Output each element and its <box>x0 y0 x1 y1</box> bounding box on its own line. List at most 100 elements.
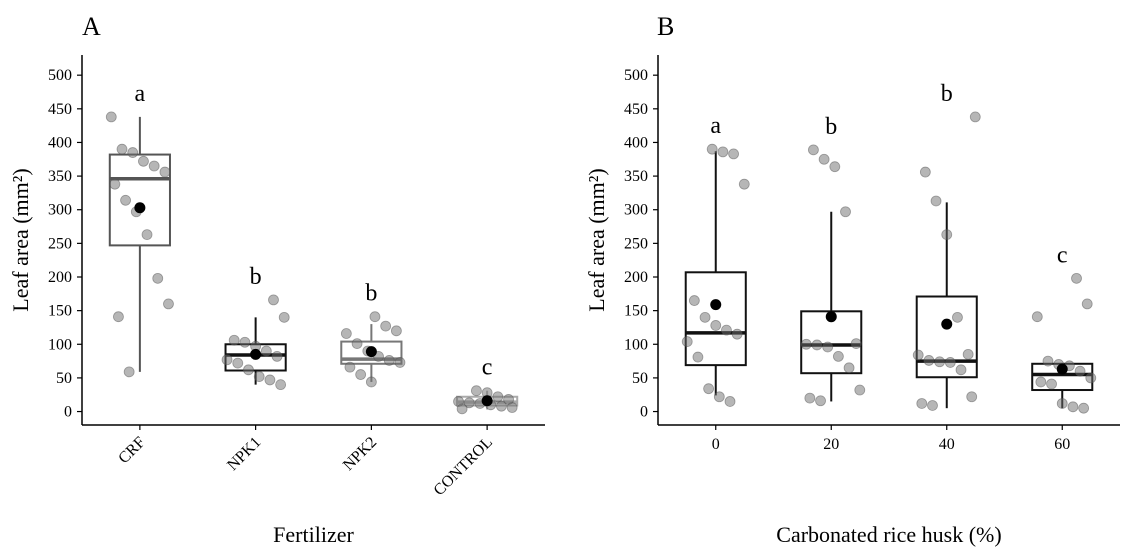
data-point <box>724 396 736 407</box>
mean-point <box>941 318 953 330</box>
data-point <box>506 402 518 413</box>
y-tick-label: 300 <box>624 202 648 219</box>
y-axis-label: Leaf area (mm²) <box>584 168 609 311</box>
data-point <box>713 391 725 403</box>
mean-point <box>1056 363 1068 375</box>
data-point <box>710 320 722 331</box>
panel-letter: A <box>82 12 101 41</box>
data-point <box>127 147 139 158</box>
data-point <box>1074 365 1086 377</box>
mean-point <box>825 311 837 323</box>
y-tick-label: 0 <box>64 404 72 421</box>
data-point <box>152 272 164 284</box>
mean-point <box>365 346 377 358</box>
significance-letter: b <box>250 264 262 290</box>
data-point <box>738 178 750 190</box>
data-point <box>492 391 504 403</box>
y-tick-label: 150 <box>48 303 72 320</box>
data-point <box>260 345 272 357</box>
data-point <box>1046 378 1057 390</box>
data-point <box>340 328 352 339</box>
x-axis-label: Carbonated rice husk (%) <box>776 522 1001 547</box>
y-tick-label: 150 <box>624 303 648 320</box>
x-tick-label: NPK2 <box>340 434 380 474</box>
data-point <box>966 391 978 403</box>
data-point <box>105 111 117 123</box>
data-point <box>731 328 743 340</box>
y-tick-label: 50 <box>56 370 72 387</box>
significance-letter: b <box>941 81 953 107</box>
x-tick-label: 0 <box>712 436 720 453</box>
data-point <box>829 161 841 173</box>
data-point <box>390 325 402 337</box>
data-point <box>365 376 377 388</box>
data-point <box>728 148 739 160</box>
data-point <box>456 403 468 415</box>
mean-point <box>134 202 146 214</box>
significance-letter: a <box>135 81 146 107</box>
x-axis-label: Fertilizer <box>273 522 354 547</box>
data-point <box>854 384 866 396</box>
significance-letter: c <box>1057 242 1068 268</box>
data-point <box>703 383 715 395</box>
data-point <box>916 398 928 409</box>
y-tick-label: 350 <box>48 168 72 185</box>
y-tick-label: 450 <box>624 101 648 118</box>
data-point <box>934 356 946 368</box>
data-point <box>944 357 956 368</box>
data-point <box>268 294 279 306</box>
mean-point <box>481 395 493 407</box>
data-point <box>123 366 135 378</box>
data-point <box>818 153 830 165</box>
data-point <box>120 194 131 206</box>
data-point <box>243 364 254 376</box>
significance-letter: b <box>365 281 377 307</box>
y-tick-label: 350 <box>624 168 648 185</box>
data-point <box>1071 272 1082 284</box>
y-tick-label: 500 <box>48 67 72 84</box>
data-point <box>496 400 507 412</box>
data-point <box>351 338 363 350</box>
data-point <box>159 166 171 178</box>
data-point <box>923 355 935 366</box>
box-iqr <box>108 153 171 247</box>
data-point <box>832 350 844 362</box>
y-tick-label: 400 <box>624 134 648 151</box>
data-point <box>850 338 862 350</box>
data-point <box>221 354 233 366</box>
y-tick-label: 50 <box>632 370 648 387</box>
data-point <box>717 146 729 158</box>
data-point <box>706 143 718 155</box>
x-tick-label: CRF <box>115 434 148 467</box>
data-point <box>1031 311 1043 323</box>
data-point <box>344 361 356 373</box>
y-tick-label: 300 <box>48 202 72 219</box>
data-point <box>843 362 855 374</box>
x-tick-label: 20 <box>823 436 839 453</box>
data-point <box>811 339 823 351</box>
panel-a: A 0 50 100 150 200 250 300 350 400 450 500 Leaf area… <box>8 12 545 547</box>
x-tick-label: 60 <box>1054 436 1070 453</box>
data-point <box>471 385 482 397</box>
mean-point <box>710 299 722 311</box>
data-point <box>1035 376 1047 388</box>
x-tick-label: 40 <box>939 436 955 453</box>
panel-letter: B <box>657 12 674 41</box>
data-point <box>148 160 160 172</box>
data-point <box>1085 372 1097 384</box>
data-point <box>163 298 174 310</box>
data-point <box>688 295 700 306</box>
data-point <box>1078 402 1090 414</box>
data-point <box>463 397 475 409</box>
data-point <box>116 143 128 155</box>
box-group: b <box>912 81 981 411</box>
y-tick-label: 0 <box>640 404 648 421</box>
y-tick-label: 100 <box>48 336 72 353</box>
data-point <box>275 379 287 391</box>
data-point <box>808 144 819 156</box>
data-point <box>912 349 924 361</box>
box-iqr <box>915 295 978 379</box>
data-point <box>804 392 816 404</box>
